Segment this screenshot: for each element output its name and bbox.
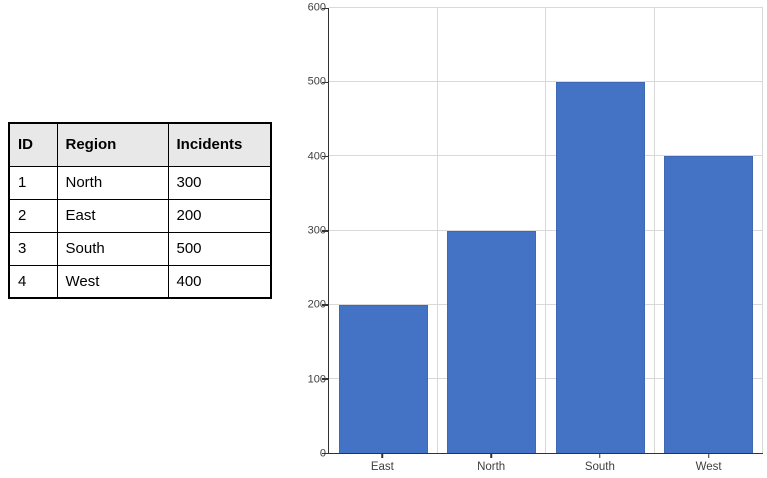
y-axis-tick bbox=[322, 452, 328, 454]
header-cell-incidents: Incidents bbox=[167, 122, 272, 167]
table-cell: 400 bbox=[167, 264, 272, 299]
chart-plot-area bbox=[322, 7, 763, 454]
table-row: 2 East 200 bbox=[8, 198, 272, 233]
table-header: ID Region Incidents bbox=[8, 122, 272, 167]
gridline-vertical bbox=[545, 8, 546, 453]
y-axis-tick bbox=[322, 7, 328, 9]
table-cell: West bbox=[56, 264, 169, 299]
gridline-vertical bbox=[762, 8, 763, 453]
x-axis-tick bbox=[707, 454, 710, 458]
table-cell: 200 bbox=[167, 198, 272, 233]
bar-chart: 0 100 200 300 400 500 600 East North South West bbox=[308, 2, 763, 473]
x-axis-category-label: West bbox=[695, 461, 722, 473]
y-axis-tick bbox=[322, 155, 328, 158]
y-axis-tick bbox=[322, 304, 328, 306]
y-axis-tick-label: 300 bbox=[307, 224, 326, 237]
x-axis-tick bbox=[381, 454, 384, 458]
bar-south bbox=[555, 82, 645, 453]
table-row: 1 North 300 bbox=[8, 165, 272, 200]
y-axis-tick-label: 400 bbox=[307, 150, 326, 163]
gridline-horizontal bbox=[329, 303, 763, 305]
gridline-horizontal bbox=[329, 7, 763, 8]
y-axis-tick-label: 500 bbox=[307, 75, 326, 88]
table-cell: 3 bbox=[8, 231, 58, 266]
table-cell: 500 bbox=[167, 231, 272, 266]
gridline-horizontal bbox=[329, 81, 763, 83]
header-cell-region: Region bbox=[56, 122, 169, 167]
x-axis-tick bbox=[490, 454, 492, 458]
header-cell-id: ID bbox=[8, 122, 58, 167]
y-axis-tick-label: 100 bbox=[307, 373, 326, 386]
bar-west bbox=[664, 156, 754, 453]
table-cell: North bbox=[56, 165, 169, 200]
table-cell: 1 bbox=[8, 165, 58, 200]
gridline-vertical bbox=[436, 8, 438, 453]
gridline-horizontal bbox=[329, 377, 763, 379]
y-axis-tick bbox=[322, 378, 328, 380]
table-body: 1 North 300 2 East 200 3 South 500 4 West 400 bbox=[8, 165, 272, 299]
y-axis-tick-label: 200 bbox=[307, 298, 326, 311]
table-row: 3 South 500 bbox=[8, 231, 272, 266]
x-axis-category-label: South bbox=[584, 461, 615, 473]
bar-east bbox=[338, 304, 428, 453]
data-table: ID Region Incidents 1 North 300 2 East 200 3 So… bbox=[8, 122, 272, 299]
x-axis-tick bbox=[599, 454, 601, 458]
table-cell: East bbox=[56, 198, 169, 233]
x-axis-category-label: North bbox=[477, 461, 506, 473]
table-cell: 4 bbox=[8, 264, 58, 299]
table-cell: South bbox=[56, 231, 169, 266]
y-axis-tick-label: 600 bbox=[307, 1, 326, 14]
bar-north bbox=[447, 230, 537, 453]
table-cell: 2 bbox=[8, 198, 58, 233]
y-axis-tick-label: 0 bbox=[319, 447, 326, 460]
x-axis-category-label: East bbox=[370, 461, 394, 473]
table-cell: 300 bbox=[167, 165, 272, 200]
table-row: 4 West 400 bbox=[8, 264, 272, 299]
y-axis-tick bbox=[322, 81, 328, 84]
table-header-row: ID Region Incidents bbox=[8, 122, 272, 167]
y-axis-tick bbox=[322, 230, 328, 232]
gridline-horizontal bbox=[329, 229, 763, 231]
gridline-vertical bbox=[653, 8, 655, 453]
gridline-horizontal bbox=[329, 155, 763, 157]
